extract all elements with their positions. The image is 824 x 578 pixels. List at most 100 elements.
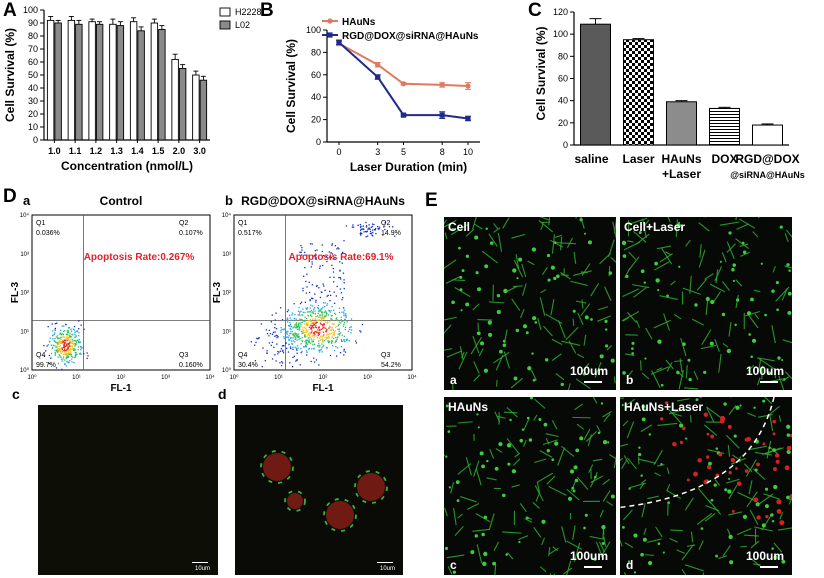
cell-filament [645,327,653,340]
cell-filament [722,342,729,348]
cell-body [786,263,790,267]
event-dot [333,333,336,335]
dead-cell [703,412,709,417]
event-dot [308,347,310,350]
event-dot [73,362,75,364]
event-dot [74,333,76,336]
event-dot [64,345,67,348]
event-dot [330,252,332,254]
event-dot [372,229,374,231]
laser-boundary [620,397,775,509]
event-dot [77,342,80,344]
event-dot [319,349,321,351]
cell-body [475,271,479,275]
event-dot [279,350,282,352]
event-dot [286,333,288,335]
event-dot [312,344,314,346]
event-dot [327,314,330,316]
event-dot [56,344,59,346]
cell-body [477,426,480,429]
event-dot [350,332,352,334]
event-dot [345,313,347,315]
event-dot [323,323,326,325]
event-dot [57,341,59,343]
cell-filament [473,374,481,382]
x-tick-label: 1.1 [69,146,82,156]
cell-body [447,430,451,433]
scale-label: 10um [194,566,210,572]
event-dot [335,337,337,339]
cell-body [723,402,727,406]
cell-filament [779,512,784,520]
cell-filament [548,486,567,496]
dead-cell [730,457,736,463]
cell-filament [782,339,792,344]
event-dot [318,342,320,345]
fluor-label-d: d [218,386,227,402]
event-dot [71,345,73,347]
event-dot [266,350,268,352]
event-dot [292,327,294,329]
event-dot [332,328,334,330]
dead-cell [719,418,725,424]
event-dot [297,310,300,312]
event-dot [362,225,364,227]
event-dot [325,321,327,324]
event-dot [314,312,317,315]
event-dot [326,336,328,339]
event-dot [311,339,313,341]
event-dot [300,251,302,253]
cell-body [474,235,479,240]
cell-filament [656,367,663,371]
event-dot [331,314,334,317]
event-dot [299,337,301,340]
cell-nucleus [357,473,385,501]
cell-filament [586,430,597,442]
cell-filament [774,370,777,379]
event-dot [373,229,376,231]
event-dot [318,287,320,289]
micro-title: Cell [448,220,471,234]
event-dot [61,342,63,344]
cell-filament [736,223,750,230]
event-dot [63,345,66,348]
event-dot [321,327,324,329]
event-dot [74,344,77,346]
cell-filament [521,263,527,277]
event-dot [312,332,314,334]
event-dot [76,353,78,355]
cell-body [494,466,499,471]
event-dot [73,325,76,328]
event-dot [371,225,374,228]
event-dot [306,344,308,346]
event-dot [74,340,76,342]
cell-body [786,433,791,437]
event-dot [305,325,308,327]
cell-filament [580,303,591,317]
cell-body [583,526,586,530]
event-dot [304,346,306,348]
event-dot [299,329,301,331]
cell-body [628,487,631,490]
event-dot [286,310,289,313]
event-dot [68,343,70,346]
event-dot [67,330,69,332]
event-dot [285,342,287,344]
event-dot [59,351,61,353]
cell-filament [659,295,678,301]
event-dot [72,342,74,344]
event-dot [70,330,73,332]
y-tick-label: 100 [23,5,38,15]
event-dot [331,340,333,342]
cell-filament [643,528,647,536]
event-dot [75,335,77,337]
cell-filament [472,303,480,311]
event-dot [306,324,309,327]
event-dot [344,318,346,321]
event-dot [63,350,66,352]
event-dot [50,344,53,346]
event-dot [64,341,66,344]
cell-filament [576,353,585,359]
event-dot [326,260,328,263]
cell-body [775,281,779,285]
